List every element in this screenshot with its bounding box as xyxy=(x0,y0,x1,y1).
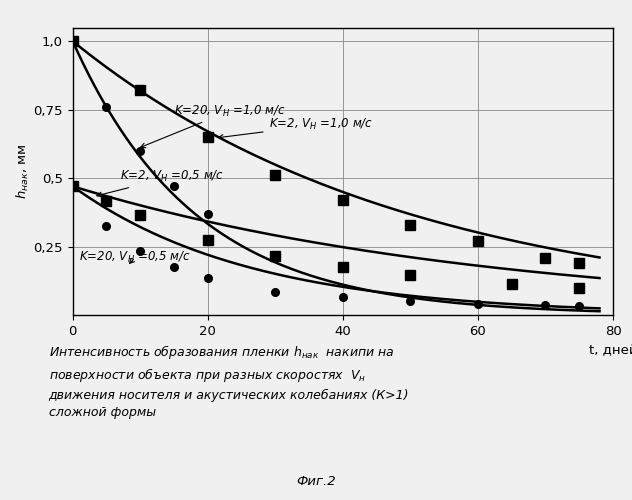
Text: Фиг.2: Фиг.2 xyxy=(296,476,336,488)
X-axis label: t, дней: t, дней xyxy=(589,344,632,357)
Text: K=20, $V_H$ =0,5 м/с: K=20, $V_H$ =0,5 м/с xyxy=(80,250,191,265)
Text: K=2, $V_H$ =1,0 м/с: K=2, $V_H$ =1,0 м/с xyxy=(219,117,373,140)
Text: Интенсивность образования пленки $h_{нак}$  накипи на
поверхности объекта при ра: Интенсивность образования пленки $h_{нак… xyxy=(49,343,409,418)
Text: K=20, $V_H$ =1,0 м/с: K=20, $V_H$ =1,0 м/с xyxy=(140,104,286,148)
Y-axis label: $h_{нак}$, мм: $h_{нак}$, мм xyxy=(15,144,31,199)
Text: K=2, $V_H$ =0,5 м/с: K=2, $V_H$ =0,5 м/с xyxy=(97,169,224,197)
